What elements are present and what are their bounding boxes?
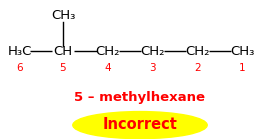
Text: 3: 3 (149, 63, 156, 73)
Text: CH₂: CH₂ (185, 45, 210, 58)
Text: H₃C: H₃C (7, 45, 32, 58)
Text: Incorrect: Incorrect (102, 117, 178, 132)
Text: CH: CH (53, 45, 73, 58)
Text: 5 – methylhexane: 5 – methylhexane (74, 91, 206, 104)
Text: CH₃: CH₃ (230, 45, 255, 58)
Ellipse shape (73, 111, 207, 139)
Text: 1: 1 (239, 63, 246, 73)
Text: 5: 5 (60, 63, 66, 73)
Text: CH₃: CH₃ (51, 9, 75, 23)
Text: CH₂: CH₂ (140, 45, 165, 58)
Text: 4: 4 (104, 63, 111, 73)
Text: 6: 6 (16, 63, 23, 73)
Text: CH₂: CH₂ (95, 45, 120, 58)
Text: 2: 2 (194, 63, 201, 73)
